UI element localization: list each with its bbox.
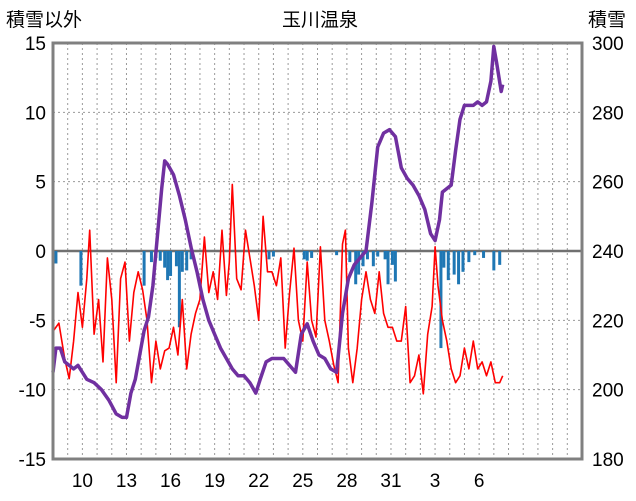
left-tick-label: 15 — [25, 34, 46, 55]
precipitation-bar — [54, 251, 58, 264]
precipitation-bar — [473, 251, 477, 256]
precipitation-bar — [390, 251, 394, 265]
right-tick-label: 180 — [592, 450, 624, 471]
precipitation-bar — [361, 251, 365, 267]
x-tick-label: 31 — [380, 471, 401, 492]
right-tick-labels: 180 200 220 240 260 280 300 — [592, 34, 624, 471]
right-tick-label: 200 — [592, 381, 624, 402]
precipitation-bar — [79, 251, 83, 286]
precipitation-bar — [354, 251, 358, 285]
x-tick-labels: 10 13 16 19 22 25 28 31 3 6 — [72, 471, 485, 492]
precipitation-bar — [383, 251, 387, 260]
precipitation-bar — [442, 251, 446, 268]
right-tick-label: 280 — [592, 103, 624, 124]
precipitation-bar — [482, 251, 486, 258]
precipitation-bar — [446, 251, 450, 281]
x-tick-label: 10 — [72, 471, 93, 492]
x-tick-label: 22 — [248, 471, 269, 492]
precipitation-bar — [393, 251, 397, 282]
precipitation-bar — [149, 251, 153, 263]
precipitation-bar — [185, 251, 189, 271]
precipitation-bar — [189, 251, 193, 260]
precipitation-bar — [174, 251, 178, 267]
chart-title: 玉川温泉 — [282, 9, 358, 31]
left-tick-label: -15 — [19, 450, 46, 471]
precipitation-bar — [457, 251, 461, 285]
precipitation-bar — [267, 251, 271, 260]
precipitation-bar — [439, 251, 443, 349]
right-tick-label: 300 — [592, 34, 624, 55]
x-tick-label: 13 — [116, 471, 137, 492]
precipitation-bar — [302, 251, 306, 260]
precipitation-bar — [386, 251, 390, 285]
x-tick-label: 25 — [292, 471, 313, 492]
precipitation-bar — [461, 251, 465, 272]
precipitation-bar — [177, 251, 181, 328]
precipitation-bar — [452, 251, 456, 275]
x-tick-label: 19 — [204, 471, 225, 492]
x-tick-label: 28 — [336, 471, 357, 492]
precipitation-bar — [467, 251, 471, 263]
precipitation-bar — [142, 251, 146, 286]
right-tick-label: 240 — [592, 242, 624, 263]
precipitation-bar — [348, 251, 352, 263]
left-tick-label: -10 — [19, 381, 46, 402]
temperature-line — [52, 183, 504, 395]
left-tick-label: 5 — [35, 173, 46, 194]
precipitation-bar — [163, 251, 167, 268]
left-tick-label: 10 — [25, 103, 46, 124]
precipitation-bar — [305, 251, 309, 261]
precipitation-bar — [166, 251, 170, 281]
precipitation-bar — [158, 251, 162, 261]
precipitation-bar — [310, 251, 314, 258]
precipitation-bar — [357, 251, 361, 275]
series-lines — [51, 44, 505, 420]
precipitation-bar — [169, 251, 173, 276]
precipitation-bar — [376, 251, 380, 257]
left-tick-labels: -15 -10 -5 0 5 10 15 — [19, 34, 46, 471]
plot-frame — [51, 41, 584, 461]
x-tick-label: 16 — [160, 471, 181, 492]
precipitation-bars — [51, 251, 502, 349]
right-tick-label: 260 — [592, 173, 624, 194]
precipitation-bar — [335, 251, 339, 256]
precipitation-bar — [492, 251, 496, 271]
left-tick-label: -5 — [29, 311, 46, 332]
right-tick-label: 220 — [592, 311, 624, 332]
x-tick-label: 3 — [430, 471, 441, 492]
right-axis-label: 積雪 — [588, 9, 626, 31]
left-tick-label: 0 — [35, 242, 46, 263]
snow-depth-line — [51, 44, 505, 420]
precipitation-bar — [498, 251, 502, 265]
precipitation-bar — [365, 251, 369, 260]
left-axis-label: 積雪以外 — [6, 9, 82, 31]
precipitation-bar — [271, 251, 275, 257]
grid — [53, 43, 582, 459]
precipitation-bar — [371, 251, 375, 267]
x-tick-label: 6 — [474, 471, 485, 492]
precipitation-bar — [180, 251, 184, 272]
